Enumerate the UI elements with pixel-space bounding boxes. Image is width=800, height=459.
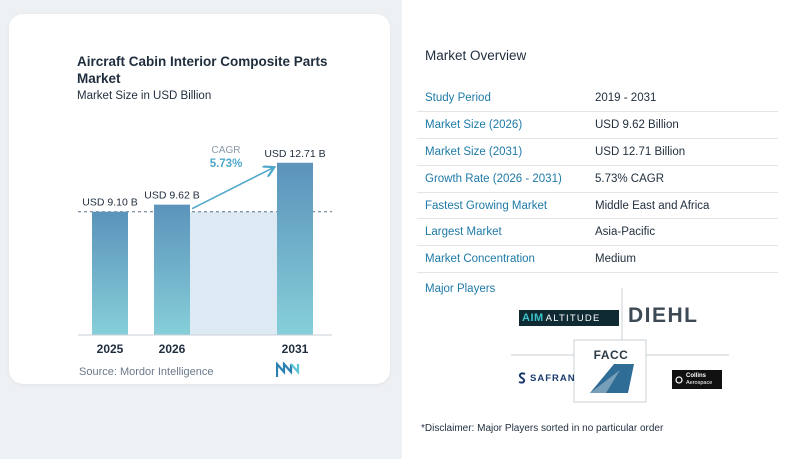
overview-row: Market Concentration Medium xyxy=(417,245,778,274)
altitude-text: ALTITUDE xyxy=(545,312,601,324)
overview-row: Market Size (2031) USD 12.71 Billion xyxy=(417,138,778,166)
safran-text: SAFRAN xyxy=(530,372,576,384)
overview-row-value: USD 12.71 Billion xyxy=(587,138,778,166)
major-players-title: Major Players xyxy=(425,283,496,295)
overview-row-value: Middle East and Africa xyxy=(587,192,778,220)
overview-row: Largest Market Asia-Pacific xyxy=(417,218,778,247)
overview-row-key: Largest Market xyxy=(417,218,587,247)
overview-row-value: USD 9.62 Billion xyxy=(587,111,778,140)
overview-row-key: Study Period xyxy=(417,85,587,113)
bar-2025 xyxy=(92,211,128,335)
safran-icon xyxy=(518,372,526,384)
overview-row-value: 2019 - 2031 xyxy=(587,85,778,113)
collins-icon xyxy=(675,375,683,384)
overview-row-key: Market Concentration xyxy=(417,245,587,274)
market-overview-title: Market Overview xyxy=(425,48,527,63)
overview-row: Growth Rate (2026 - 2031) 5.73% CAGR xyxy=(417,165,778,193)
overview-row: Market Size (2026) USD 9.62 Billion xyxy=(417,111,778,140)
value-label: USD 12.71 B xyxy=(264,148,325,160)
value-label: USD 9.10 B xyxy=(82,197,137,209)
collins-text: Collins xyxy=(686,372,707,379)
diehl-logo: DIEHL xyxy=(628,304,699,327)
overview-row-value: Medium xyxy=(587,245,778,274)
overview-row-key: Growth Rate (2026 - 2031) xyxy=(417,165,587,193)
x-tick-label: 2031 xyxy=(282,342,309,356)
growth-band xyxy=(190,211,277,335)
source-note: Source: Mordor Intelligence xyxy=(79,366,214,378)
bar-2031 xyxy=(277,162,313,335)
overview-row-key: Fastest Growing Market xyxy=(417,192,587,220)
x-tick-label: 2025 xyxy=(97,342,124,356)
aerospace-text: Aerospace xyxy=(686,379,713,386)
bar-chart: USD 9.10 B 2025 USD 9.62 B 2026 USD 12.71 B 2… xyxy=(78,145,332,356)
cagr-arrow xyxy=(191,168,273,210)
overview-row-value: Asia-Pacific xyxy=(587,218,778,247)
disclaimer: *Disclaimer: Major Players sorted in no … xyxy=(421,423,664,434)
aim-altitude-logo: AIM ALTITUDE xyxy=(519,310,619,326)
overview-row-key: Market Size (2026) xyxy=(417,111,587,140)
chart-subtitle: Market Size in USD Billion xyxy=(77,90,212,102)
collins-aerospace-logo: Collins Aerospace xyxy=(672,370,722,389)
mordor-intelligence-logo xyxy=(276,362,300,377)
chart-title: Aircraft Cabin Interior Composite Parts … xyxy=(77,54,328,86)
facc-tail-icon xyxy=(590,364,634,393)
overview-row: Study Period 2019 - 2031 xyxy=(417,85,778,113)
market-overview-table: Study Period 2019 - 2031 Market Size (2026… xyxy=(417,85,778,274)
safran-logo: SAFRAN xyxy=(517,372,576,384)
cagr-value: 5.73% xyxy=(210,158,243,170)
cagr-label: CAGR xyxy=(212,145,241,156)
bar-2026 xyxy=(154,204,190,335)
aim-text: AIM xyxy=(522,312,544,324)
facc-logo: FACC xyxy=(584,348,638,396)
overview-row-value: 5.73% CAGR xyxy=(587,165,778,193)
overview-row-key: Market Size (2031) xyxy=(417,138,587,166)
overview-row: Fastest Growing Market Middle East and Af… xyxy=(417,192,778,220)
value-label: USD 9.62 B xyxy=(144,190,199,202)
facc-text: FACC xyxy=(593,348,629,362)
x-tick-label: 2026 xyxy=(159,342,186,356)
